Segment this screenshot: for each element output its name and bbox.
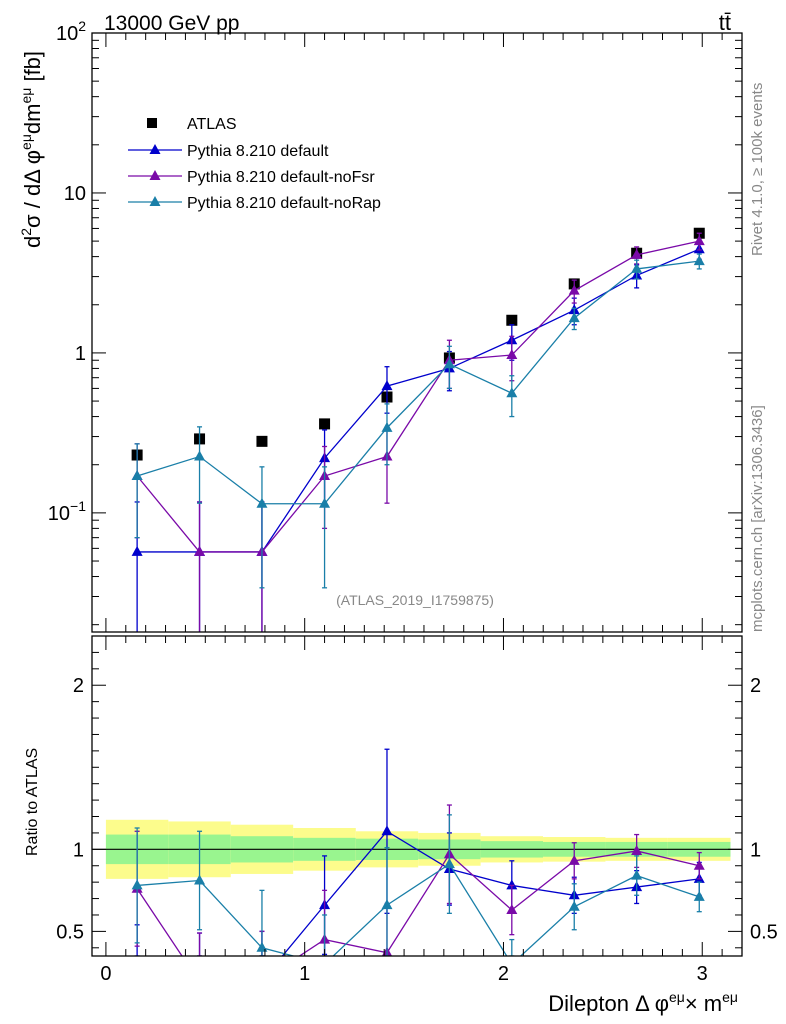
- ratio-marker-default: [381, 825, 393, 836]
- main-y-tick-label: 10−1: [48, 498, 86, 525]
- ratio-marker-noRap: [381, 899, 393, 910]
- axes: 10−1 1 10 102 0.5 0.5 1 1 2 2 0 1 2 3: [48, 18, 778, 985]
- marker-noFsr: [631, 248, 643, 259]
- series-line-noRap: [136, 260, 700, 505]
- main-y-axis-label: d2σ / dΔ φeμdmeμ [fb]: [18, 51, 45, 248]
- ratio-marker-noFsr: [693, 859, 705, 870]
- ratio-y-tick-label-right: 1: [750, 839, 761, 861]
- rivet-version-label: Rivet 4.1.0, ≥ 100k events: [749, 83, 766, 256]
- marker-noRap: [256, 497, 268, 508]
- legend-label-norap: Pythia 8.210 default-noRap: [187, 195, 381, 212]
- ratio-marker-noRap: [319, 958, 330, 968]
- legend-label-default: Pythia 8.210 default: [187, 143, 329, 160]
- x-axis-label: Dilepton Δ φeμ× meμ: [548, 989, 738, 1016]
- legend-label-nofsr: Pythia 8.210 default-noFsr: [187, 169, 375, 186]
- ratio-y-tick-label: 0.5: [56, 921, 84, 943]
- marker-noFsr: [693, 235, 705, 246]
- main-plot: [131, 227, 705, 632]
- ratio-marker-noFsr: [631, 844, 643, 855]
- marker-noRap: [381, 421, 393, 432]
- marker-noFsr: [568, 284, 580, 295]
- legend-marker-nofsr: [149, 170, 161, 180]
- ratio-y-axis-label: Ratio to ATLAS: [24, 748, 41, 856]
- marker-noRap: [319, 497, 331, 508]
- x-tick-label: 3: [697, 963, 708, 985]
- marker-noRap: [194, 450, 206, 461]
- main-y-tick-label: 1: [75, 343, 86, 365]
- x-tick-label: 0: [100, 963, 111, 985]
- atlas-data-point: [256, 435, 268, 447]
- legend-marker-norap: [149, 196, 161, 206]
- atlas-data-point: [319, 418, 331, 430]
- main-panel-frame: [91, 32, 743, 633]
- ratio-marker-noFsr: [256, 975, 267, 985]
- ratio-y-tick-label: 2: [73, 675, 84, 697]
- marker-noFsr: [506, 349, 518, 360]
- ratio-panel-frame: [91, 635, 743, 957]
- atlas-data-point: [506, 314, 518, 326]
- energy-label: 13000 GeV pp: [104, 12, 239, 35]
- ratio-marker-default: [194, 976, 205, 986]
- x-tick-label: 1: [299, 963, 310, 985]
- ratio-marker-noFsr: [568, 854, 580, 865]
- ratio-marker-noRap: [194, 874, 206, 885]
- ratio-marker-noRap: [131, 879, 143, 890]
- ratio-marker-noFsr: [194, 976, 205, 986]
- legend: ATLAS Pythia 8.210 default Pythia 8.210 …: [128, 116, 381, 212]
- ratio-marker-noRap: [568, 900, 580, 911]
- ratio-marker-noRap: [631, 869, 643, 880]
- ratio-y-tick-label: 1: [73, 839, 84, 861]
- marker-noRap: [568, 312, 580, 323]
- ratio-marker-default: [132, 968, 143, 978]
- ratio-line-noRap: [137, 863, 700, 956]
- legend-label-atlas: ATLAS: [187, 116, 237, 133]
- marker-noRap: [506, 387, 518, 398]
- process-label: tt̄: [719, 10, 731, 35]
- ratio-marker-noRap: [443, 858, 455, 869]
- marker-noRap: [631, 262, 643, 273]
- marker-default: [131, 545, 143, 556]
- marker-noFsr: [194, 545, 206, 556]
- ratio-y-tick-label-right: 0.5: [750, 921, 778, 943]
- marker-noRap: [443, 358, 455, 369]
- x-tick-label: 2: [498, 963, 509, 985]
- ratio-y-tick-label-right: 2: [750, 675, 761, 697]
- series-line-default: [137, 248, 700, 553]
- series-line-noFsr: [136, 240, 700, 553]
- legend-marker-atlas: [147, 118, 157, 128]
- marker-default: [381, 380, 393, 391]
- marker-noRap: [693, 255, 705, 266]
- analysis-id-label: (ATLAS_2019_I1759875): [336, 592, 494, 608]
- ratio-marker-default: [256, 975, 267, 985]
- ratio-marker-default: [506, 879, 518, 890]
- main-y-tick-label: 102: [56, 18, 86, 45]
- marker-noRap: [131, 470, 143, 481]
- main-y-tick-label: 10: [64, 183, 86, 205]
- ratio-marker-noFsr: [506, 904, 518, 915]
- legend-marker-default: [149, 144, 161, 154]
- ratio-line-noFsr: [136, 850, 700, 956]
- ratio-marker-noRap: [693, 890, 705, 901]
- mcplots-label: mcplots.cern.ch [arXiv:1306.3436]: [749, 405, 766, 632]
